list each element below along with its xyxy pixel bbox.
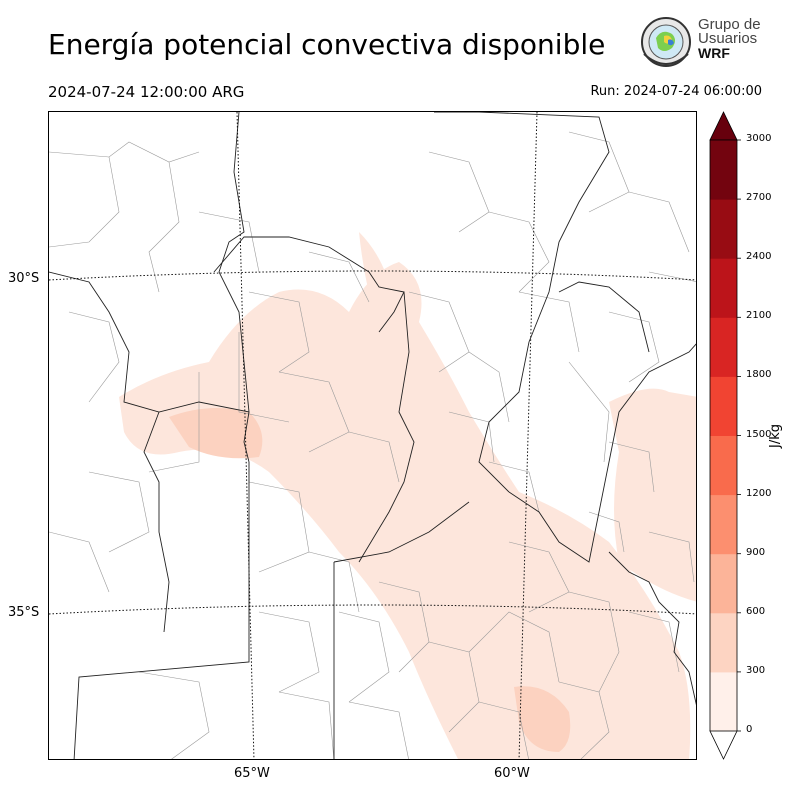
colorbar-extend-max bbox=[709, 111, 738, 141]
province-boundaries bbox=[49, 112, 696, 759]
san-juan-mendoza bbox=[143, 411, 170, 633]
colorbar-segment bbox=[710, 553, 737, 614]
lon-label-60w: 60°W bbox=[494, 766, 530, 781]
colorbar-segment bbox=[710, 140, 737, 200]
valid-time: 2024-07-24 12:00:00 ARG bbox=[48, 83, 245, 101]
map-canvas bbox=[49, 112, 696, 759]
colorbar-tick-label: 300 bbox=[746, 664, 766, 676]
graticule bbox=[49, 112, 696, 759]
entre-rios bbox=[508, 343, 696, 563]
colorbar-units: J/kg bbox=[768, 424, 783, 448]
colorbar-segment bbox=[710, 317, 737, 377]
colorbar-tick-label: 1800 bbox=[746, 369, 772, 381]
wrf-group-logo: Grupo de Usuarios WRF bbox=[638, 16, 768, 72]
colorbar-extend-min bbox=[709, 730, 738, 760]
san-luis-mendoza bbox=[73, 462, 250, 759]
cape-core-west bbox=[169, 408, 263, 459]
cordoba-south bbox=[243, 411, 250, 463]
cape-region-central bbox=[119, 262, 691, 759]
santa-fe-north bbox=[434, 112, 610, 493]
colorbar-segment bbox=[710, 671, 737, 732]
colorbar-segment bbox=[710, 494, 737, 555]
lat-label-30s: 30°S bbox=[8, 271, 40, 286]
colorbar-tick-label: 2100 bbox=[746, 310, 772, 322]
buenos-aires-north bbox=[333, 501, 470, 563]
la-rioja-cordoba bbox=[213, 236, 405, 333]
colorbar-segment bbox=[710, 612, 737, 673]
colorbar-tick-label: 1200 bbox=[746, 487, 772, 499]
logo-line-2: Usuarios bbox=[698, 30, 758, 47]
colorbar-tick-label: 2400 bbox=[746, 251, 772, 263]
colorbar-bar bbox=[709, 111, 741, 760]
colorbar-segment bbox=[710, 258, 737, 318]
lat-label-35s: 35°S bbox=[8, 605, 40, 620]
map-area[interactable] bbox=[48, 111, 697, 760]
colorbar-segment bbox=[710, 199, 737, 259]
lon-label-65w: 65°W bbox=[234, 766, 270, 781]
colorbar-tick-label: 600 bbox=[746, 605, 766, 617]
logo-line-1: Grupo de bbox=[698, 16, 761, 33]
globe-icon bbox=[641, 17, 691, 67]
parallel-30s bbox=[49, 270, 696, 281]
logo-line-3: WRF bbox=[698, 45, 730, 61]
colorbar bbox=[700, 100, 800, 780]
colorbar-tick-label: 3000 bbox=[746, 133, 772, 144]
logo-text: Grupo de Usuarios WRF bbox=[698, 16, 761, 61]
cordoba-santa-fe bbox=[358, 291, 415, 563]
colorbar-tick-label: 1500 bbox=[746, 428, 772, 440]
western-border bbox=[49, 112, 250, 413]
corrientes-misiones bbox=[558, 281, 650, 353]
colorbar-segment bbox=[710, 435, 737, 496]
cape-core-south bbox=[514, 686, 571, 752]
colorbar-segment bbox=[710, 376, 737, 436]
map-title: Energía potencial convectiva disponible bbox=[48, 28, 606, 61]
cape-region-east bbox=[609, 388, 696, 602]
colorbar-tick-label: 0 bbox=[746, 724, 753, 735]
cape-shading-stronger bbox=[169, 408, 571, 752]
cape-shading bbox=[119, 232, 696, 759]
run-time: Run: 2024-07-24 06:00:00 bbox=[590, 84, 762, 99]
department-boundaries bbox=[49, 131, 696, 759]
colorbar-tick-label: 2700 bbox=[746, 192, 772, 204]
parallel-35s bbox=[49, 604, 696, 615]
colorbar-tick-label: 900 bbox=[746, 546, 766, 558]
cape-region-north bbox=[359, 232, 409, 342]
